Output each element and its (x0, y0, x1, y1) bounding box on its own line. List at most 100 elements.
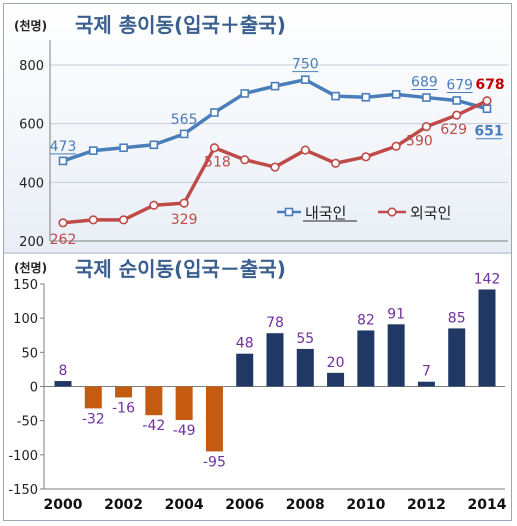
data-label: 518 (204, 155, 231, 171)
bar-value-label: 78 (266, 315, 284, 331)
y-tick-label: 600 (19, 118, 44, 133)
legend-label-foreign: 외국인 (410, 204, 451, 222)
data-point-marker (240, 89, 250, 98)
bar-value-label: 82 (357, 312, 375, 328)
bar-2008 (296, 348, 314, 387)
data-label: 651 (474, 124, 503, 140)
legend: 내국인 외국인 (277, 204, 451, 222)
y-tick-label: 50 (21, 346, 38, 361)
data-point-marker (422, 93, 431, 102)
bar-2012 (417, 381, 435, 387)
data-point-marker (300, 75, 310, 84)
bar-value-label: -42 (142, 418, 165, 434)
data-point-marker (452, 96, 462, 105)
x-tick-label: 2008 (286, 497, 325, 513)
data-point-marker (240, 155, 250, 165)
data-label: 629 (440, 122, 467, 138)
data-point-marker (361, 92, 371, 102)
bar-value-label: 85 (448, 310, 466, 326)
x-tick-label: 2006 (225, 497, 264, 513)
bar-value-label: 7 (422, 364, 431, 380)
bottom-unit-label: (천명) (14, 260, 47, 275)
y-tick-label: 0 (30, 381, 38, 396)
data-point-marker (421, 121, 432, 132)
data-point-marker (210, 108, 219, 117)
data-point-marker (482, 104, 492, 114)
x-tick-label: 2010 (346, 497, 385, 513)
bar-2014 (478, 289, 496, 387)
legend-marker-square (284, 207, 294, 217)
y-tick-label: 150 (13, 278, 38, 293)
bar-2004 (175, 386, 193, 420)
bar-2007 (266, 333, 284, 387)
y-tick-label: 400 (19, 176, 44, 191)
bar-2010 (357, 330, 375, 387)
bar-value-label: 20 (327, 355, 345, 371)
legend-marker-circle (387, 207, 397, 217)
data-label: 262 (50, 232, 77, 248)
x-tick-label: 2004 (165, 497, 204, 513)
bar-value-label: 55 (296, 331, 314, 347)
data-label: 678 (475, 77, 504, 93)
data-point-marker (179, 198, 189, 208)
data-point-marker (482, 96, 492, 106)
top-chart-title: 국제 총이동(입국＋출국) (75, 13, 286, 37)
bar-value-label: -32 (82, 411, 105, 427)
bar-2002 (115, 386, 133, 398)
y-tick-label: -50 (17, 415, 38, 430)
data-point-marker (119, 143, 128, 153)
data-label: 565 (171, 112, 198, 128)
top-unit-label: (천명) (14, 18, 47, 33)
data-point-marker (209, 143, 220, 153)
data-point-marker (330, 158, 341, 168)
bar-2009 (327, 372, 345, 387)
data-label: 329 (171, 212, 198, 228)
x-tick-label: 2002 (104, 497, 143, 513)
data-point-marker (452, 110, 462, 120)
bar-value-label: 48 (236, 336, 254, 352)
bar-value-label: 142 (474, 271, 501, 287)
y-tick-label: 800 (19, 59, 44, 74)
data-point-marker (361, 152, 371, 162)
bar-value-label: -49 (173, 423, 196, 439)
data-label: 750 (292, 57, 319, 73)
x-tick-label: 2012 (407, 497, 446, 513)
y-tick-label: 100 (13, 312, 38, 327)
data-point-marker (118, 215, 129, 225)
data-point-marker (300, 145, 310, 155)
data-point-marker (179, 129, 189, 139)
bar-2003 (145, 386, 163, 416)
y-tick-label: -150 (8, 483, 38, 498)
data-point-marker (149, 200, 159, 210)
data-label: 590 (406, 134, 433, 150)
x-tick-label: 2014 (468, 497, 507, 513)
data-point-marker (331, 91, 340, 101)
total-migration-line-chart: (천명) 국제 총이동(입국＋출국) 200 400 600 800 473 565 750… (14, 13, 508, 250)
bar-2000 (54, 381, 72, 387)
bar-2011 (387, 324, 405, 387)
legend-label-domestic: 내국인 (305, 204, 346, 222)
bar-value-label: 8 (59, 363, 68, 379)
data-label: 679 (446, 77, 473, 93)
y-tick-label: -100 (8, 449, 38, 464)
data-label: 689 (411, 75, 438, 91)
x-tick-label: 2000 (44, 497, 83, 513)
bar-2005 (205, 386, 223, 452)
data-point-marker (391, 90, 401, 99)
data-point-marker (58, 156, 68, 166)
y-tick-label: 200 (19, 235, 44, 250)
data-label: 473 (50, 139, 77, 155)
data-point-marker (391, 141, 401, 151)
data-point-marker (270, 162, 280, 172)
bar-2013 (448, 328, 466, 387)
bar-value-label: -95 (203, 454, 226, 470)
bar-value-label: -16 (112, 400, 135, 416)
bar-2001 (84, 386, 102, 409)
bottom-chart-title: 국제 순이동(입국－출국) (75, 257, 286, 281)
net-migration-bar-chart: (천명) 국제 순이동(입국－출국) 150 100 50 0 -50 -100 -150 8… (8, 257, 506, 513)
bar-2006 (236, 353, 254, 387)
data-point-marker (88, 215, 98, 225)
data-point-marker (58, 218, 68, 228)
data-point-marker (88, 146, 98, 155)
